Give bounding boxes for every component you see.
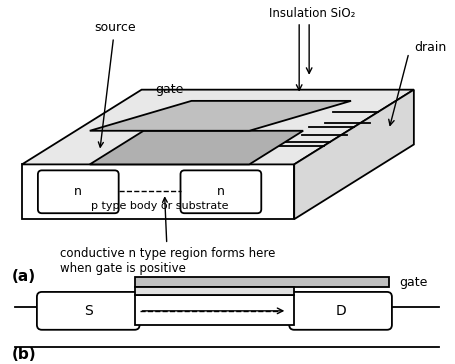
- Text: D: D: [335, 304, 346, 318]
- Polygon shape: [22, 90, 414, 165]
- FancyBboxPatch shape: [38, 170, 119, 213]
- Bar: [135, 287, 294, 295]
- Polygon shape: [22, 165, 294, 219]
- Text: S: S: [84, 304, 93, 318]
- Polygon shape: [90, 131, 303, 165]
- Text: Insulation SiO₂: Insulation SiO₂: [269, 7, 356, 20]
- Text: p type body or substrate: p type body or substrate: [91, 201, 228, 211]
- FancyBboxPatch shape: [181, 170, 261, 213]
- Text: gate: gate: [155, 83, 184, 96]
- Polygon shape: [294, 90, 414, 219]
- Bar: [135, 295, 294, 325]
- Text: n: n: [217, 185, 225, 198]
- Text: n: n: [74, 185, 82, 198]
- Text: drain: drain: [414, 41, 446, 54]
- Text: (a): (a): [12, 269, 36, 285]
- Polygon shape: [90, 101, 351, 131]
- FancyBboxPatch shape: [289, 292, 392, 330]
- FancyBboxPatch shape: [37, 292, 140, 330]
- Text: gate: gate: [399, 276, 427, 289]
- Text: source: source: [94, 21, 136, 147]
- Text: (b): (b): [12, 347, 36, 362]
- Bar: [135, 277, 389, 287]
- Text: conductive n type region forms here
when gate is positive: conductive n type region forms here when…: [60, 198, 275, 275]
